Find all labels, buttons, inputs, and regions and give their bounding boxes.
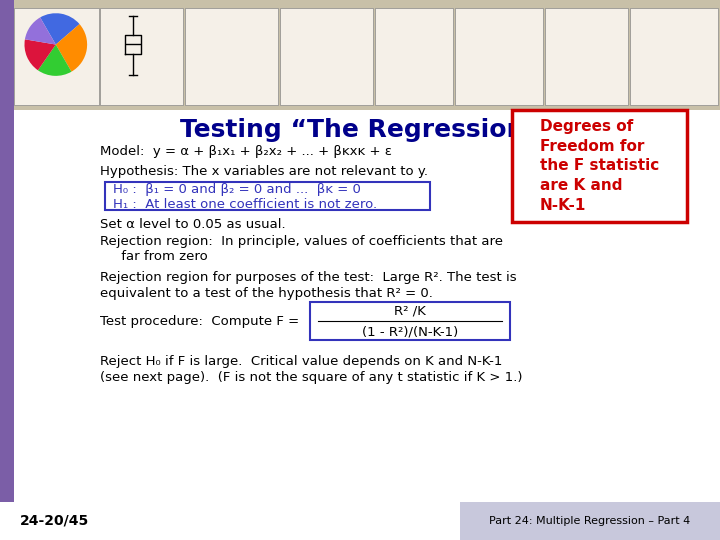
Wedge shape (38, 44, 71, 76)
Bar (0, 502, 720, 540)
Text: H₀ :  β₁ = 0 and β₂ = 0 and ...  βᴋ = 0: H₀ : β₁ = 0 and β₂ = 0 and ... βᴋ = 0 (113, 184, 361, 197)
Text: Test procedure:  Compute F =: Test procedure: Compute F = (100, 315, 303, 328)
Text: Hypothesis: The x variables are not relevant to y.: Hypothesis: The x variables are not rele… (100, 165, 428, 179)
Bar (460, 502, 720, 540)
Bar (0, 0, 720, 110)
Text: 24-20/45: 24-20/45 (20, 514, 89, 528)
Wedge shape (24, 39, 56, 70)
Text: R² /K: R² /K (394, 305, 426, 318)
Bar (455, 8, 543, 105)
Bar (185, 8, 278, 105)
Text: far from zero: far from zero (100, 249, 208, 262)
Bar (0, 0, 14, 540)
Bar (100, 8, 183, 105)
Text: Reject H₀ if F is large.  Critical value depends on K and N-K-1: Reject H₀ if F is large. Critical value … (100, 355, 503, 368)
Wedge shape (25, 17, 56, 44)
Bar (630, 8, 718, 105)
Text: Testing “The Regression”: Testing “The Regression” (179, 118, 541, 142)
Wedge shape (40, 14, 79, 44)
Text: (see next page).  (F is not the square of any t statistic if K > 1.): (see next page). (F is not the square of… (100, 370, 523, 383)
Text: Part 24: Multiple Regression – Part 4: Part 24: Multiple Regression – Part 4 (490, 516, 690, 526)
Text: Degrees of
Freedom for
the F statistic
are K and
N-K-1: Degrees of Freedom for the F statistic a… (540, 119, 659, 213)
Text: (1 - R²)/(N-K-1): (1 - R²)/(N-K-1) (362, 326, 458, 339)
Text: Rejection region:  In principle, values of coefficients that are: Rejection region: In principle, values o… (100, 235, 503, 248)
Bar (105, 182, 430, 210)
Bar (545, 8, 628, 105)
Bar (14, 8, 99, 105)
Bar (512, 110, 687, 222)
Bar (280, 8, 373, 105)
Bar (375, 8, 453, 105)
Wedge shape (56, 24, 87, 72)
Bar (310, 302, 510, 340)
Text: Rejection region for purposes of the test:  Large R². The test is: Rejection region for purposes of the tes… (100, 271, 517, 284)
Text: H₁ :  At least one coefficient is not zero.: H₁ : At least one coefficient is not zer… (113, 198, 377, 211)
Text: Model:  y = α + β₁x₁ + β₂x₂ + ... + βᴋxᴋ + ε: Model: y = α + β₁x₁ + β₂x₂ + ... + βᴋxᴋ … (100, 145, 392, 159)
Text: equivalent to a test of the hypothesis that R² = 0.: equivalent to a test of the hypothesis t… (100, 287, 433, 300)
Text: Set α level to 0.05 as usual.: Set α level to 0.05 as usual. (100, 219, 286, 232)
